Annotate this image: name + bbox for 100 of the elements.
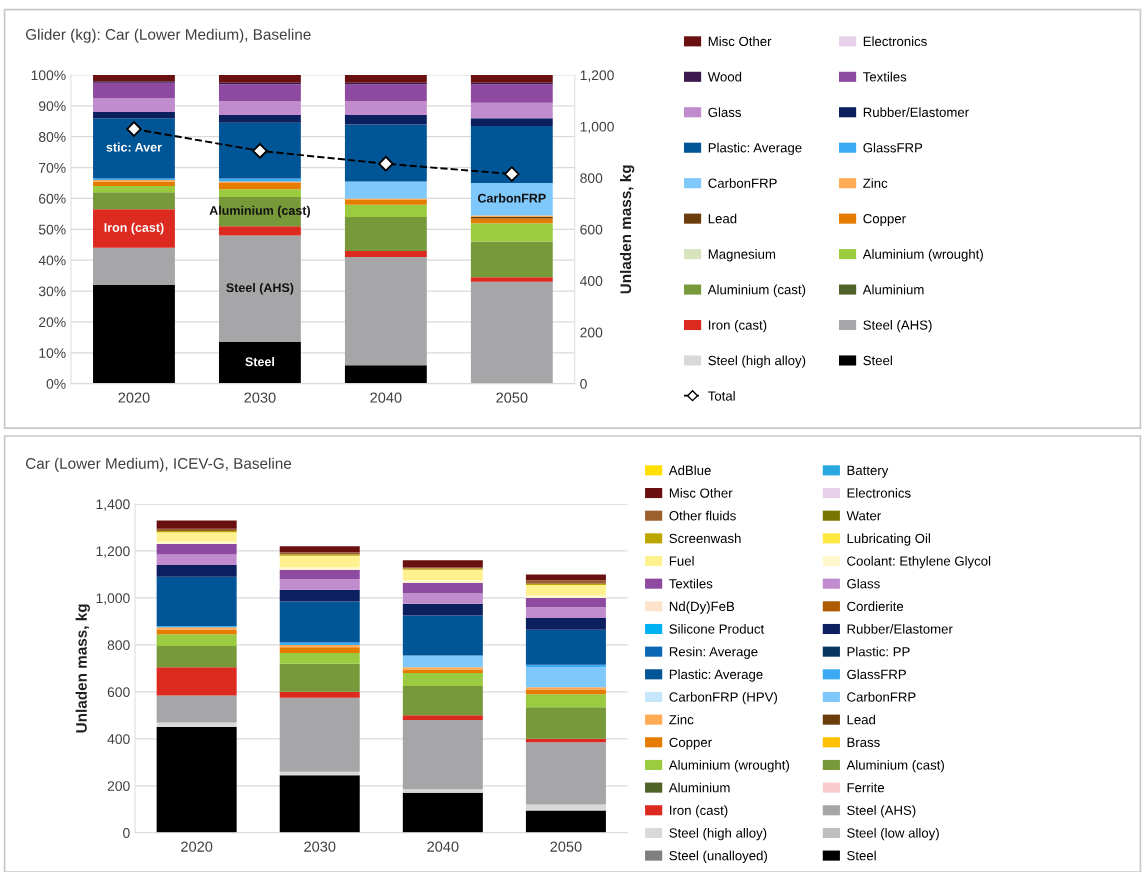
legend-label: Textiles — [669, 578, 713, 589]
legend-label: Steel (high alloy) — [669, 827, 767, 841]
legend-label: Steel (high alloy) — [708, 355, 806, 368]
legend-label: Plastic: Average — [708, 142, 802, 156]
legend-label: Steel (low alloy) — [847, 827, 939, 841]
legend-label: Other fluids — [669, 510, 736, 521]
legend-label: Aluminium — [668, 782, 730, 793]
legend-label: Zinc — [669, 714, 694, 725]
legend-label: CarbonFRP — [708, 178, 777, 188]
legend-label: Steel — [863, 355, 892, 366]
data-label: CarbonFRP — [477, 193, 546, 203]
data-label: Steel (AHS) — [226, 282, 294, 295]
legend-label: Nd(Dy)FeB — [669, 601, 735, 614]
y2-tick-label: 1,200 — [580, 70, 614, 82]
y-tick-label: 80% — [38, 132, 66, 142]
y-tick-label: 600 — [107, 687, 130, 698]
legend-label: Zinc — [863, 178, 888, 188]
x-tick-label: 2030 — [244, 392, 276, 403]
legend-label: Iron (cast) — [708, 320, 767, 333]
chart-title: Car (Lower Medium), ICEV-G, Baseline — [25, 457, 292, 472]
x-tick-label: 2020 — [118, 392, 150, 403]
y-tick-label: 30% — [38, 286, 66, 297]
y2-tick-label: 200 — [580, 327, 603, 338]
legend-label: Textiles — [863, 71, 907, 82]
y2-tick-label: 0 — [580, 379, 587, 389]
legend-label: CarbonFRP — [847, 692, 916, 702]
legend-label: Plastic: Average — [669, 669, 763, 682]
chart-title: Glider (kg): Car (Lower Medium), Baseline — [25, 28, 311, 43]
y-tick-label: 1,000 — [96, 593, 130, 605]
legend-label: Water — [846, 511, 881, 521]
y-tick-label: 800 — [107, 640, 130, 651]
legend-label: Battery — [847, 465, 889, 478]
y-tick-label: 20% — [39, 317, 66, 328]
y-tick-label: 10% — [39, 348, 66, 358]
legend-label: Aluminium (cast) — [846, 759, 944, 773]
legend-label: Silicone Product — [669, 624, 765, 634]
legend-label: Steel (unalloyed) — [669, 850, 768, 863]
x-tick-label: 2030 — [304, 841, 336, 852]
y-tick-label: 70% — [39, 162, 66, 173]
legend-label: Glass — [847, 578, 880, 589]
x-tick-label: 2020 — [181, 841, 213, 852]
y-tick-label: 0 — [123, 828, 130, 838]
y2-axis-title: Unladen mass, kg — [619, 165, 635, 294]
y-tick-label: 60% — [39, 193, 66, 204]
data-label: Iron (cast) — [104, 222, 164, 235]
legend-label: GlassFRP — [863, 142, 923, 153]
y-tick-label: 90% — [38, 101, 66, 112]
y-tick-label: 200 — [107, 781, 130, 791]
legend-label: Aluminium (wrought) — [668, 759, 789, 773]
y-tick-label: 40% — [38, 255, 66, 266]
legend-label: AdBlue — [668, 465, 711, 476]
legend-label: Glass — [708, 107, 741, 117]
legend-label: Lubricating Oil — [847, 533, 930, 546]
legend-label: Ferrite — [847, 782, 885, 793]
legend-label: Wood — [707, 71, 742, 82]
y-tick-label: 1,400 — [96, 499, 130, 511]
y-tick-label: 100% — [31, 70, 66, 81]
legend-label: Aluminium — [862, 284, 924, 295]
y-tick-label: 0% — [46, 379, 66, 389]
legend-label: Copper — [669, 737, 712, 750]
legend-label: Aluminium (wrought) — [862, 249, 983, 262]
y2-tick-label: 400 — [579, 276, 603, 286]
y-axis-title: Unladen mass, kg — [75, 604, 90, 733]
legend-label: Cordierite — [847, 601, 904, 612]
x-tick-label: 2040 — [427, 841, 459, 852]
legend-label: Rubber/Elastomer — [847, 624, 953, 634]
legend-label: Resin: Average — [669, 646, 758, 659]
legend-label: Steel (AHS) — [863, 320, 932, 333]
legend-label: Electronics — [863, 36, 927, 47]
legend-label: Fuel — [669, 556, 694, 566]
legend-label: CarbonFRP (HPV) — [669, 692, 778, 705]
legend-label: Electronics — [847, 488, 911, 498]
legend-label: GlassFRP — [847, 669, 906, 680]
y-tick-label: 50% — [38, 224, 66, 235]
y-tick-label: 1,200 — [96, 546, 130, 558]
legend-label: Plastic: PP — [847, 646, 910, 657]
legend-label: Brass — [847, 737, 880, 748]
legend-label: Magnesium — [708, 249, 776, 262]
legend-label: Iron (cast) — [670, 805, 728, 818]
legend-label: Aluminium (cast) — [707, 284, 806, 297]
legend-label: Lead — [847, 714, 876, 725]
x-tick-label: 2040 — [370, 392, 402, 403]
legend-label: Total — [708, 390, 735, 401]
data-label: Steel — [245, 357, 274, 367]
legend-label: Misc Other — [708, 36, 772, 47]
x-tick-label: 2050 — [550, 841, 582, 852]
legend-label: Misc Other — [669, 488, 733, 498]
y2-tick-label: 600 — [580, 224, 603, 235]
legend-label: Rubber/Elastomer — [863, 107, 969, 117]
legend-label: Coolant: Ethylene Glycol — [847, 556, 991, 569]
legend-label: Lead — [708, 213, 737, 224]
y2-tick-label: 800 — [580, 173, 603, 184]
legend-label: Screenwash — [669, 533, 741, 544]
data-label: stic: Aver — [106, 142, 162, 152]
legend-label: Steel — [847, 850, 876, 861]
legend-label: Steel (AHS) — [847, 805, 916, 818]
y-tick-label: 400 — [107, 734, 130, 744]
legend-label: Copper — [863, 214, 906, 226]
x-tick-label: 2050 — [496, 392, 528, 403]
y2-tick-label: 1,000 — [580, 121, 614, 134]
